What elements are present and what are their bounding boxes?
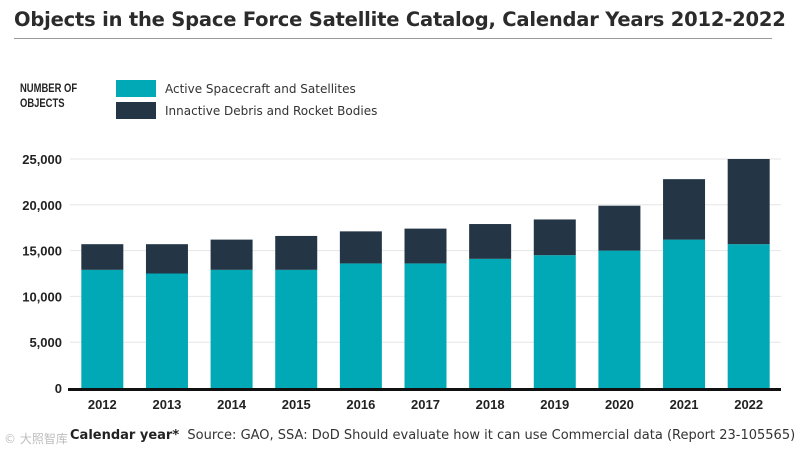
bar-active-2020 [598,250,641,388]
y-tick-label: 5,000 [29,335,62,350]
bar-active-2012 [81,269,124,388]
legend-item-debris: Innactive Debris and Rocket Bodies [116,100,377,121]
x-tick-label: 2013 [152,397,181,412]
legend-swatch-debris [116,102,156,119]
bar-debris-2022 [727,159,770,245]
y-axis-label: NUMBER OF OBJECTS [20,83,78,110]
x-tick-label: 2012 [88,397,117,412]
x-tick-label: 2016 [346,397,375,412]
x-tick-label: 2017 [411,397,440,412]
x-tick-label: 2022 [734,397,763,412]
bar-debris-2017 [404,228,447,264]
x-tick-label: 2021 [670,397,699,412]
bar-active-2016 [339,263,382,388]
bar-active-2018 [469,258,512,388]
bar-active-2015 [275,269,318,388]
x-tick-label: 2020 [605,397,634,412]
x-tick-label: 2018 [476,397,505,412]
bar-debris-2019 [533,219,576,256]
bar-debris-2015 [275,235,318,270]
legend-item-active: Active Spacecraft and Satellites [116,78,377,99]
watermark: © 大照智库 [4,432,68,446]
bar-active-2019 [533,255,576,388]
bar-debris-2013 [145,244,188,274]
bar-debris-2014 [210,239,253,270]
legend: Active Spacecraft and Satellites Innacti… [116,78,377,122]
bar-active-2022 [727,244,770,388]
legend-swatch-active [116,80,156,97]
y-tick-label: 25,000 [22,152,62,167]
bar-active-2013 [145,273,188,388]
title-divider [14,38,772,39]
legend-label-debris: Innactive Debris and Rocket Bodies [165,103,378,118]
bar-active-2017 [404,263,447,388]
bar-debris-2020 [598,205,641,251]
bar-active-2014 [210,269,253,388]
x-tick-label: 2019 [540,397,569,412]
chart-caption: Calendar year* Source: GAO, SSA: DoD Sho… [70,428,795,443]
source-text: Source: GAO, SSA: DoD Should evaluate ho… [187,428,796,443]
chart-title: Objects in the Space Force Satellite Cat… [14,8,786,31]
bar-debris-2021 [663,179,706,240]
x-tick-label: 2015 [282,397,311,412]
x-axis-label: Calendar year* [70,428,180,443]
bar-debris-2012 [81,244,124,270]
y-tick-label: 15,000 [22,244,62,259]
bar-active-2021 [663,239,706,388]
y-tick-label: 20,000 [22,198,62,213]
x-tick-label: 2014 [217,397,247,412]
bar-debris-2018 [469,224,512,259]
y-tick-label: 10,000 [22,289,62,304]
bar-debris-2016 [339,231,382,264]
legend-label-active: Active Spacecraft and Satellites [165,81,356,96]
y-tick-label: 0 [55,381,62,396]
